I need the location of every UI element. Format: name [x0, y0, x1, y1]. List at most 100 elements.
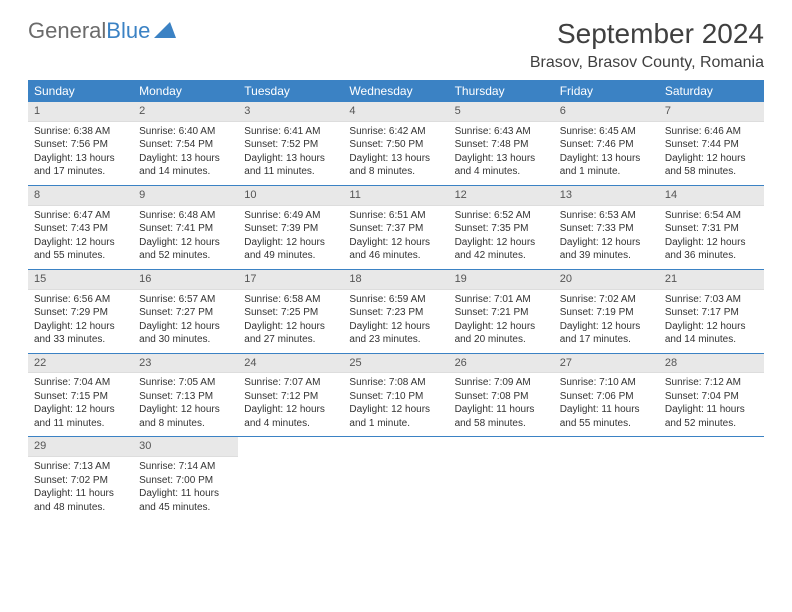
- daylight-text: Daylight: 12 hours and 27 minutes.: [244, 320, 337, 347]
- sunset-text: Sunset: 7:10 PM: [349, 390, 442, 404]
- day-cell: 25Sunrise: 7:08 AMSunset: 7:10 PMDayligh…: [343, 354, 448, 437]
- day-info: Sunrise: 7:14 AMSunset: 7:00 PMDaylight:…: [133, 457, 238, 520]
- day-number: 9: [133, 186, 238, 206]
- day-header: Saturday: [659, 80, 764, 102]
- sunset-text: Sunset: 7:39 PM: [244, 222, 337, 236]
- sunset-text: Sunset: 7:06 PM: [560, 390, 653, 404]
- daylight-text: Daylight: 13 hours and 8 minutes.: [349, 152, 442, 179]
- day-cell: 16Sunrise: 6:57 AMSunset: 7:27 PMDayligh…: [133, 270, 238, 353]
- day-cell: 12Sunrise: 6:52 AMSunset: 7:35 PMDayligh…: [449, 186, 554, 269]
- day-info: Sunrise: 7:08 AMSunset: 7:10 PMDaylight:…: [343, 373, 448, 436]
- sunset-text: Sunset: 7:29 PM: [34, 306, 127, 320]
- sunrise-text: Sunrise: 7:02 AM: [560, 293, 653, 307]
- day-number: 6: [554, 102, 659, 122]
- day-header: Monday: [133, 80, 238, 102]
- daylight-text: Daylight: 12 hours and 39 minutes.: [560, 236, 653, 263]
- sunset-text: Sunset: 7:43 PM: [34, 222, 127, 236]
- sunrise-text: Sunrise: 6:59 AM: [349, 293, 442, 307]
- day-cell: 1Sunrise: 6:38 AMSunset: 7:56 PMDaylight…: [28, 102, 133, 185]
- daylight-text: Daylight: 12 hours and 42 minutes.: [455, 236, 548, 263]
- day-number: 20: [554, 270, 659, 290]
- day-header-row: Sunday Monday Tuesday Wednesday Thursday…: [28, 80, 764, 102]
- sunrise-text: Sunrise: 6:38 AM: [34, 125, 127, 139]
- title-location: Brasov, Brasov County, Romania: [530, 54, 764, 72]
- day-number: 26: [449, 354, 554, 374]
- sunrise-text: Sunrise: 6:56 AM: [34, 293, 127, 307]
- sunset-text: Sunset: 7:15 PM: [34, 390, 127, 404]
- sunrise-text: Sunrise: 7:04 AM: [34, 376, 127, 390]
- sunset-text: Sunset: 7:44 PM: [665, 138, 758, 152]
- sunset-text: Sunset: 7:56 PM: [34, 138, 127, 152]
- day-number: 4: [343, 102, 448, 122]
- sunset-text: Sunset: 7:31 PM: [665, 222, 758, 236]
- sunrise-text: Sunrise: 6:49 AM: [244, 209, 337, 223]
- sunset-text: Sunset: 7:46 PM: [560, 138, 653, 152]
- day-cell: 8Sunrise: 6:47 AMSunset: 7:43 PMDaylight…: [28, 186, 133, 269]
- sunset-text: Sunset: 7:00 PM: [139, 474, 232, 488]
- day-cell: [659, 437, 764, 520]
- sunrise-text: Sunrise: 7:07 AM: [244, 376, 337, 390]
- sunset-text: Sunset: 7:37 PM: [349, 222, 442, 236]
- sunset-text: Sunset: 7:12 PM: [244, 390, 337, 404]
- day-info: Sunrise: 7:02 AMSunset: 7:19 PMDaylight:…: [554, 290, 659, 353]
- sunrise-text: Sunrise: 6:41 AM: [244, 125, 337, 139]
- sunrise-text: Sunrise: 7:01 AM: [455, 293, 548, 307]
- day-number: 29: [28, 437, 133, 457]
- day-number: 15: [28, 270, 133, 290]
- day-info: Sunrise: 6:43 AMSunset: 7:48 PMDaylight:…: [449, 122, 554, 185]
- sunset-text: Sunset: 7:19 PM: [560, 306, 653, 320]
- day-number: 11: [343, 186, 448, 206]
- day-number: 22: [28, 354, 133, 374]
- day-number: 19: [449, 270, 554, 290]
- day-cell: [554, 437, 659, 520]
- day-cell: 28Sunrise: 7:12 AMSunset: 7:04 PMDayligh…: [659, 354, 764, 437]
- sunset-text: Sunset: 7:23 PM: [349, 306, 442, 320]
- daylight-text: Daylight: 13 hours and 1 minute.: [560, 152, 653, 179]
- day-info: Sunrise: 6:46 AMSunset: 7:44 PMDaylight:…: [659, 122, 764, 185]
- day-cell: [449, 437, 554, 520]
- logo-text-1: General: [28, 18, 106, 44]
- day-number: 17: [238, 270, 343, 290]
- day-cell: 13Sunrise: 6:53 AMSunset: 7:33 PMDayligh…: [554, 186, 659, 269]
- day-number: 1: [28, 102, 133, 122]
- day-cell: 23Sunrise: 7:05 AMSunset: 7:13 PMDayligh…: [133, 354, 238, 437]
- day-info: Sunrise: 6:56 AMSunset: 7:29 PMDaylight:…: [28, 290, 133, 353]
- day-cell: 14Sunrise: 6:54 AMSunset: 7:31 PMDayligh…: [659, 186, 764, 269]
- day-info: Sunrise: 7:07 AMSunset: 7:12 PMDaylight:…: [238, 373, 343, 436]
- day-info: Sunrise: 7:09 AMSunset: 7:08 PMDaylight:…: [449, 373, 554, 436]
- day-number: 3: [238, 102, 343, 122]
- sunrise-text: Sunrise: 7:10 AM: [560, 376, 653, 390]
- day-cell: 26Sunrise: 7:09 AMSunset: 7:08 PMDayligh…: [449, 354, 554, 437]
- day-cell: 15Sunrise: 6:56 AMSunset: 7:29 PMDayligh…: [28, 270, 133, 353]
- day-number: 5: [449, 102, 554, 122]
- day-cell: 30Sunrise: 7:14 AMSunset: 7:00 PMDayligh…: [133, 437, 238, 520]
- daylight-text: Daylight: 12 hours and 58 minutes.: [665, 152, 758, 179]
- daylight-text: Daylight: 13 hours and 4 minutes.: [455, 152, 548, 179]
- day-cell: 5Sunrise: 6:43 AMSunset: 7:48 PMDaylight…: [449, 102, 554, 185]
- sunrise-text: Sunrise: 6:54 AM: [665, 209, 758, 223]
- week-row: 29Sunrise: 7:13 AMSunset: 7:02 PMDayligh…: [28, 436, 764, 520]
- week-row: 8Sunrise: 6:47 AMSunset: 7:43 PMDaylight…: [28, 185, 764, 269]
- week-row: 15Sunrise: 6:56 AMSunset: 7:29 PMDayligh…: [28, 269, 764, 353]
- day-number: 7: [659, 102, 764, 122]
- sunrise-text: Sunrise: 7:03 AM: [665, 293, 758, 307]
- sunset-text: Sunset: 7:08 PM: [455, 390, 548, 404]
- day-number: 18: [343, 270, 448, 290]
- day-info: Sunrise: 6:41 AMSunset: 7:52 PMDaylight:…: [238, 122, 343, 185]
- day-cell: 21Sunrise: 7:03 AMSunset: 7:17 PMDayligh…: [659, 270, 764, 353]
- day-cell: 20Sunrise: 7:02 AMSunset: 7:19 PMDayligh…: [554, 270, 659, 353]
- day-info: Sunrise: 7:12 AMSunset: 7:04 PMDaylight:…: [659, 373, 764, 436]
- day-info: Sunrise: 6:59 AMSunset: 7:23 PMDaylight:…: [343, 290, 448, 353]
- sunset-text: Sunset: 7:13 PM: [139, 390, 232, 404]
- day-cell: 19Sunrise: 7:01 AMSunset: 7:21 PMDayligh…: [449, 270, 554, 353]
- sunset-text: Sunset: 7:25 PM: [244, 306, 337, 320]
- day-info: Sunrise: 6:58 AMSunset: 7:25 PMDaylight:…: [238, 290, 343, 353]
- daylight-text: Daylight: 12 hours and 1 minute.: [349, 403, 442, 430]
- day-info: Sunrise: 6:53 AMSunset: 7:33 PMDaylight:…: [554, 206, 659, 269]
- day-info: Sunrise: 6:38 AMSunset: 7:56 PMDaylight:…: [28, 122, 133, 185]
- day-info: Sunrise: 6:49 AMSunset: 7:39 PMDaylight:…: [238, 206, 343, 269]
- daylight-text: Daylight: 12 hours and 46 minutes.: [349, 236, 442, 263]
- day-cell: 22Sunrise: 7:04 AMSunset: 7:15 PMDayligh…: [28, 354, 133, 437]
- week-row: 1Sunrise: 6:38 AMSunset: 7:56 PMDaylight…: [28, 102, 764, 185]
- day-number: 21: [659, 270, 764, 290]
